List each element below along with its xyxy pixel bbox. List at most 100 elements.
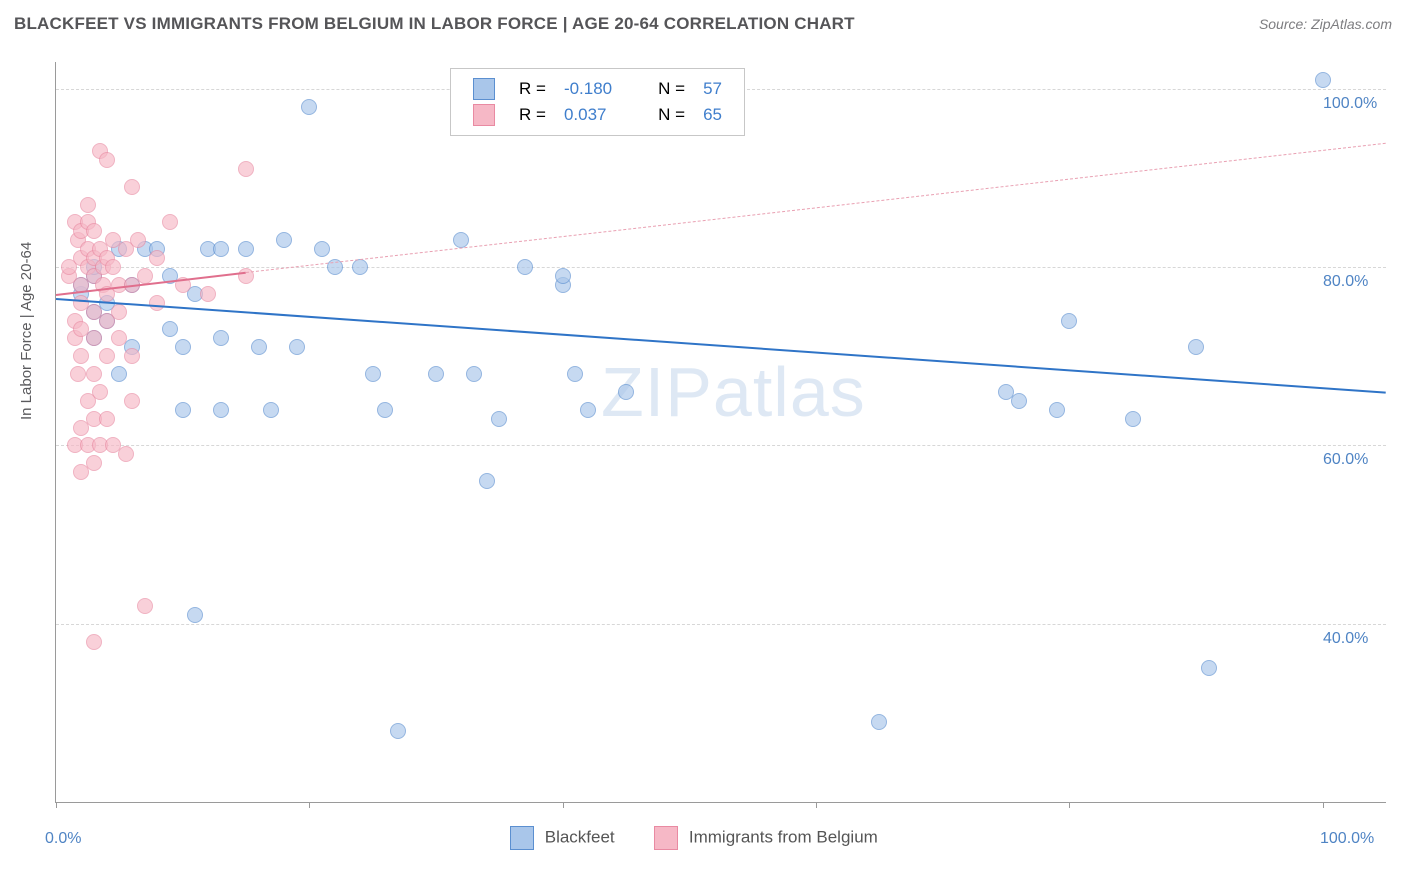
data-point (73, 348, 89, 364)
series-legend: Blackfeet Immigrants from Belgium (510, 826, 878, 850)
data-point (479, 473, 495, 489)
x-tick (1323, 802, 1324, 808)
data-point (80, 197, 96, 213)
data-point (567, 366, 583, 382)
data-point (289, 339, 305, 355)
gridline (56, 624, 1386, 625)
legend-label-belgium: Immigrants from Belgium (689, 827, 878, 846)
data-point (1061, 313, 1077, 329)
n-value: 57 (695, 77, 730, 101)
x-axis-max-label: 100.0% (1320, 830, 1374, 848)
data-point (618, 384, 634, 400)
data-point (491, 411, 507, 427)
data-point (92, 384, 108, 400)
y-tick-label: 80.0% (1323, 273, 1368, 291)
data-point (251, 339, 267, 355)
trend-line (246, 142, 1386, 272)
plot-area: ZIPatlas (55, 62, 1386, 803)
chart-header: BLACKFEET VS IMMIGRANTS FROM BELGIUM IN … (0, 0, 1406, 48)
r-value: 0.037 (556, 103, 620, 127)
data-point (70, 366, 86, 382)
data-point (1011, 393, 1027, 409)
data-point (263, 402, 279, 418)
data-point (365, 366, 381, 382)
x-axis-min-label: 0.0% (45, 830, 81, 848)
data-point (213, 402, 229, 418)
x-tick (1069, 802, 1070, 808)
correlation-legend-row: R = 0.037 N = 65 (465, 103, 730, 127)
x-tick (56, 802, 57, 808)
data-point (213, 241, 229, 257)
data-point (175, 402, 191, 418)
chart-title: BLACKFEET VS IMMIGRANTS FROM BELGIUM IN … (14, 14, 855, 34)
source-label: Source: ZipAtlas.com (1259, 16, 1392, 32)
data-point (99, 348, 115, 364)
correlation-legend: R = -0.180 N = 57 R = 0.037 N = 65 (450, 68, 745, 136)
r-value: -0.180 (556, 77, 620, 101)
data-point (118, 446, 134, 462)
data-point (213, 330, 229, 346)
data-point (466, 366, 482, 382)
data-point (1188, 339, 1204, 355)
legend-swatch-belgium (473, 104, 495, 126)
data-point (301, 99, 317, 115)
watermark: ZIPatlas (601, 352, 866, 432)
r-label: R = (511, 77, 554, 101)
data-point (555, 268, 571, 284)
data-point (105, 259, 121, 275)
data-point (238, 161, 254, 177)
data-point (124, 179, 140, 195)
gridline (56, 267, 1386, 268)
n-label: N = (650, 77, 693, 101)
data-point (238, 241, 254, 257)
data-point (86, 330, 102, 346)
y-axis-label: In Labor Force | Age 20-64 (18, 242, 35, 420)
n-label: N = (650, 103, 693, 127)
data-point (377, 402, 393, 418)
legend-swatch-belgium (654, 826, 678, 850)
data-point (1049, 402, 1065, 418)
data-point (137, 598, 153, 614)
x-tick (309, 802, 310, 808)
x-tick (563, 802, 564, 808)
r-label: R = (511, 103, 554, 127)
data-point (111, 304, 127, 320)
correlation-legend-table: R = -0.180 N = 57 R = 0.037 N = 65 (463, 75, 732, 129)
data-point (99, 152, 115, 168)
data-point (86, 455, 102, 471)
data-point (352, 259, 368, 275)
data-point (111, 366, 127, 382)
legend-swatch-blackfeet (473, 78, 495, 100)
legend-swatch-blackfeet (510, 826, 534, 850)
data-point (1201, 660, 1217, 676)
data-point (187, 607, 203, 623)
legend-label-blackfeet: Blackfeet (545, 827, 615, 846)
y-tick-label: 40.0% (1323, 630, 1368, 648)
correlation-legend-row: R = -0.180 N = 57 (465, 77, 730, 101)
x-tick (816, 802, 817, 808)
data-point (149, 295, 165, 311)
data-point (99, 411, 115, 427)
data-point (124, 348, 140, 364)
watermark-thin: atlas (713, 353, 866, 431)
data-point (124, 393, 140, 409)
data-point (517, 259, 533, 275)
data-point (86, 366, 102, 382)
data-point (86, 634, 102, 650)
y-tick-label: 100.0% (1323, 95, 1377, 113)
data-point (314, 241, 330, 257)
data-point (580, 402, 596, 418)
data-point (276, 232, 292, 248)
data-point (1315, 72, 1331, 88)
data-point (871, 714, 887, 730)
data-point (200, 286, 216, 302)
y-tick-label: 60.0% (1323, 451, 1368, 469)
data-point (137, 268, 153, 284)
data-point (390, 723, 406, 739)
data-point (149, 250, 165, 266)
data-point (162, 214, 178, 230)
data-point (1125, 411, 1141, 427)
data-point (162, 321, 178, 337)
data-point (86, 223, 102, 239)
data-point (175, 339, 191, 355)
